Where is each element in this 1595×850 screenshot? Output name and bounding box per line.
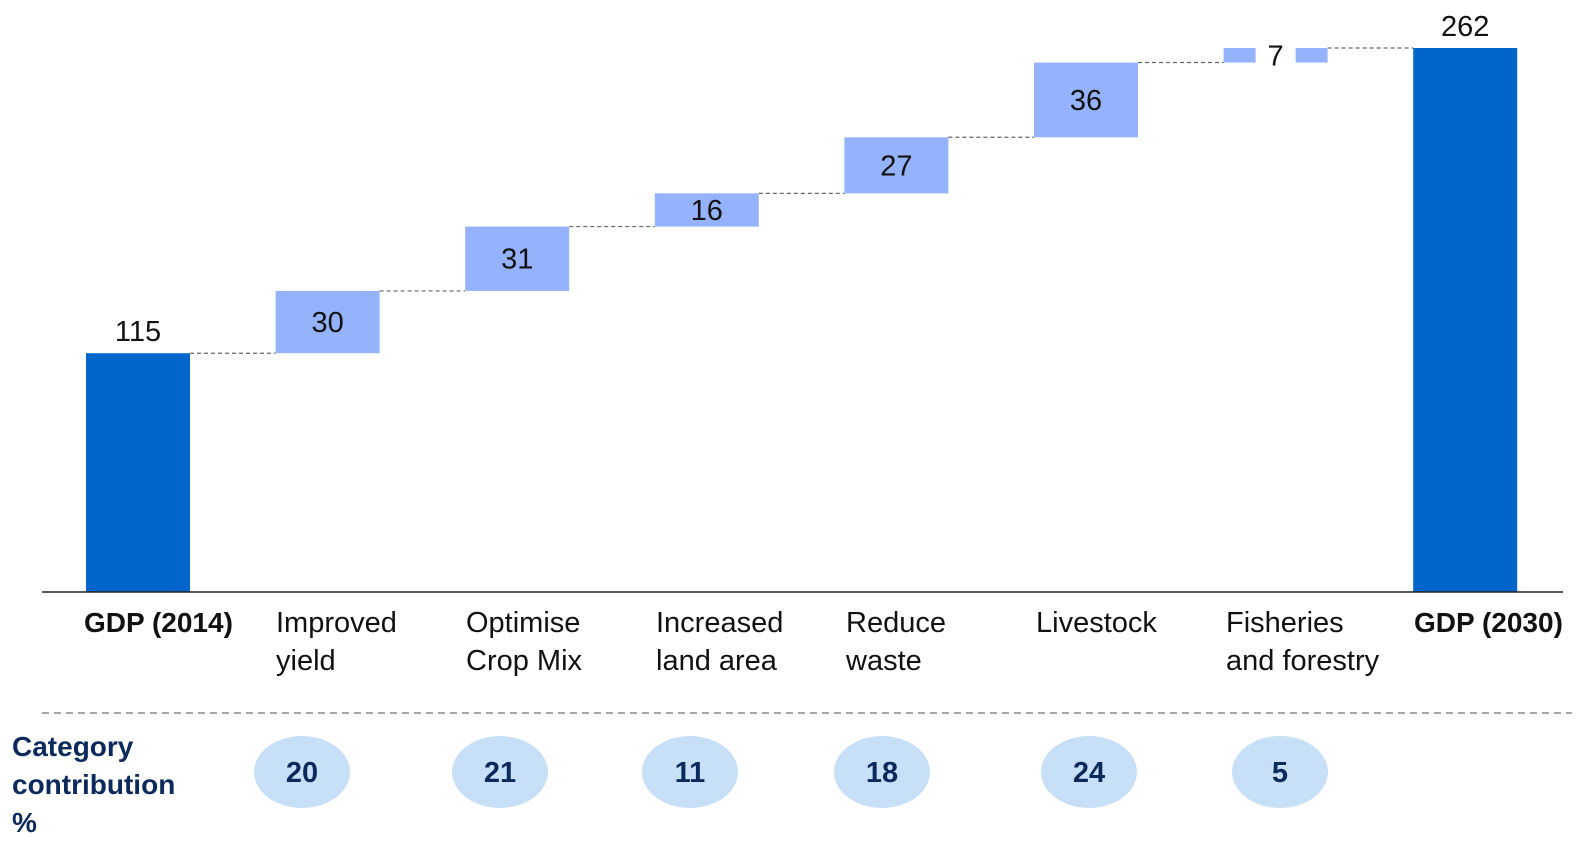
category-label-1: GDP (2014) [84, 607, 233, 638]
contribution-bubbles: 20 21 11 18 24 5 [254, 736, 1328, 808]
value-label-4: 16 [691, 195, 723, 227]
bubble-shape [452, 736, 548, 808]
bubble-shape [1232, 736, 1328, 808]
category-label-2: Improved yield [276, 607, 397, 677]
value-label-6: 36 [1070, 85, 1102, 117]
bar-4 [654, 193, 759, 227]
contribution-value-2: 21 [484, 757, 516, 789]
bar-8 [1413, 48, 1518, 592]
value-label-7: 7 [1268, 40, 1284, 72]
contribution-bubble-6: 5 [1232, 736, 1328, 808]
category-contribution-label: Category contribution% [12, 731, 175, 838]
contribution-bubble-2: 21 [452, 736, 548, 808]
value-label-2: 30 [311, 307, 343, 339]
bar-6 [1034, 62, 1138, 138]
bar-5 [844, 137, 949, 194]
bar-1 [86, 353, 190, 592]
connector-lines [190, 47, 1414, 354]
value-label-8: 262 [1441, 11, 1489, 43]
category-label-6: Livestock [1036, 607, 1157, 639]
category-labels: GDP (2014) Improved yield Optimise Crop Mix I… [84, 607, 1563, 677]
category-label-4: Increased land area [656, 607, 783, 677]
bubble-shape [1041, 736, 1137, 808]
value-label-1: 115 [115, 316, 161, 348]
bubble-shape [834, 736, 930, 808]
contribution-value-1: 20 [286, 757, 318, 789]
contribution-bubble-3: 11 [642, 736, 738, 808]
bubble-shape [642, 736, 738, 808]
contribution-bubble-1: 20 [254, 736, 350, 808]
bars [86, 48, 1518, 592]
contribution-value-5: 24 [1073, 757, 1105, 789]
bar-3 [465, 226, 570, 291]
value-label-3: 31 [501, 244, 533, 276]
value-label-backing [1255, 45, 1296, 66]
category-label-7: Fisheries and forestry [1226, 607, 1380, 677]
contribution-value-6: 5 [1272, 757, 1288, 789]
category-label-8: GDP (2030) [1414, 607, 1563, 638]
value-label-5: 27 [880, 150, 912, 182]
contribution-bubble-5: 24 [1041, 736, 1137, 808]
bar-2 [275, 290, 380, 354]
contribution-value-4: 18 [866, 757, 898, 789]
category-label-5: Reduce waste [845, 607, 946, 677]
category-contribution-text: Category contribution% [12, 731, 175, 838]
bubble-shape [254, 736, 350, 808]
value-labels: 115 30 31 16 27 36 7 262 [115, 11, 1490, 348]
contribution-value-3: 11 [675, 757, 706, 789]
category-label-3: Optimise Crop Mix [466, 607, 583, 677]
contribution-bubble-4: 18 [834, 736, 930, 808]
